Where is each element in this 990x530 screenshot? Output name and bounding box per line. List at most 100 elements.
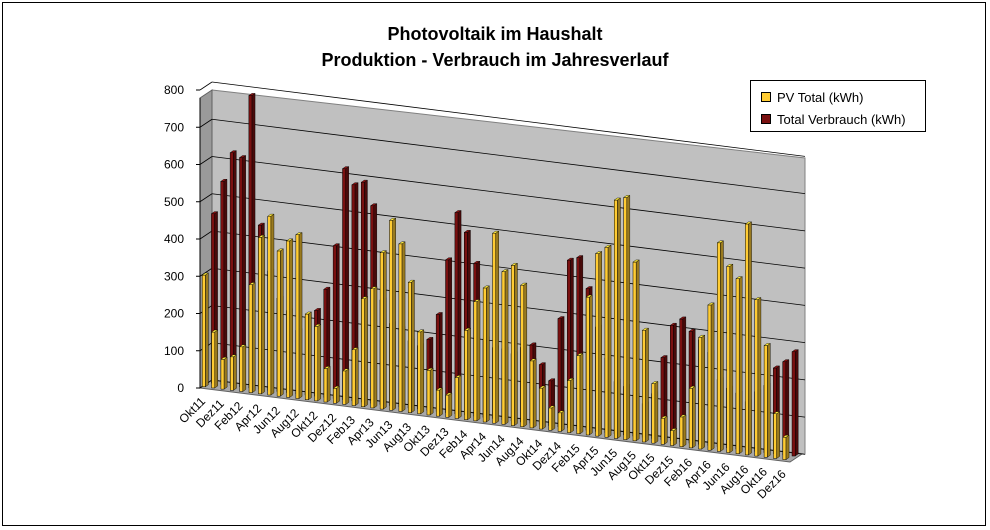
bar-verbrauch-Nov12 (332, 243, 340, 399)
bar-pv-Jul15 (622, 195, 631, 441)
y-tick-label-700: 700 (164, 120, 184, 134)
gridline-400 (211, 230, 806, 306)
gridline-300 (211, 267, 806, 344)
bar-pv-Dez16 (782, 434, 790, 461)
bar-pv-Nov16 (772, 411, 781, 459)
bar-pv-Nov14 (548, 405, 556, 431)
gridline-700 (211, 118, 806, 195)
bar-pv-Mai16 (716, 240, 725, 452)
bar-pv-Mrz16 (697, 334, 706, 450)
legend-swatch-pv (761, 92, 771, 102)
grid-side-700 (199, 118, 213, 128)
bar-verbrauch-Dez16 (791, 349, 799, 457)
y-tick-label-800: 800 (164, 83, 184, 97)
bar-pv-Feb15 (576, 353, 584, 435)
bar-pv-Jan13 (342, 368, 350, 405)
bar-pv-Jan12 (229, 354, 238, 391)
bar-pv-Dez12 (332, 385, 341, 404)
bar-pv-Mrz14 (473, 299, 481, 422)
legend-label-verbrauch: Total Verbrauch (kWh) (777, 111, 906, 127)
bar-pv-Apr15 (594, 251, 603, 437)
gridline-500 (211, 193, 806, 269)
bar-verbrauch-Dez12 (341, 166, 350, 401)
bar-verbrauch-Okt12 (323, 286, 331, 398)
bar-pv-Okt16 (763, 343, 771, 458)
bar-pv-Feb13 (351, 347, 359, 406)
bar-pv-Mai12 (267, 213, 275, 396)
bar-pv-Nov12 (323, 366, 331, 403)
grid-side-600 (199, 156, 213, 165)
chart-subtitle: Produktion - Verbrauch im Jahresverlauf (321, 50, 669, 70)
chart-title: Photovoltaik im Haushalt (387, 24, 603, 44)
bar-pv-Feb12 (239, 344, 247, 392)
bar-pv-Mrz15 (585, 294, 594, 436)
bar-pv-Sep13 (416, 329, 425, 415)
legend-label-pv: PV Total (kWh) (777, 89, 864, 105)
bar-pv-Apr16 (707, 302, 715, 451)
bar-verbrauch-Dez15 (679, 316, 687, 443)
bar-pv-Okt15 (651, 381, 659, 444)
bar-pv-Dez14 (557, 410, 565, 432)
gridline-600 (211, 156, 806, 232)
y-tick-label-400: 400 (164, 232, 184, 246)
bar-pv-Jul13 (398, 241, 406, 412)
bar-pv-Dez15 (669, 428, 678, 446)
bar-pv-Mrz13 (360, 296, 369, 408)
y-tick-label-600: 600 (164, 158, 184, 172)
bar-pv-Jan15 (566, 377, 575, 433)
bar-pv-Okt12 (313, 323, 322, 402)
bar-pv-Jul14 (510, 262, 519, 426)
bar-pv-Aug13 (407, 279, 416, 414)
y-tick-label-0: 0 (177, 381, 184, 395)
bar-pv-Mrz12 (248, 282, 256, 394)
bar-pv-Nov15 (660, 415, 668, 445)
bar-pv-Aug16 (744, 221, 753, 456)
grid-side-500 (199, 193, 213, 203)
bar-pv-Okt13 (426, 367, 434, 416)
bar-pv-Apr12 (257, 234, 266, 395)
gridline-800 (211, 81, 806, 157)
bar-pv-Aug15 (632, 259, 640, 442)
bar-verbrauch-Nov11 (220, 178, 228, 385)
grid-side-400 (199, 230, 213, 240)
bar-pv-Jun13 (388, 217, 397, 411)
bar-pv-Apr14 (482, 285, 490, 423)
y-tick-label-300: 300 (164, 269, 184, 283)
legend-swatch-verbrauch (761, 114, 771, 124)
bar-pv-Jul12 (285, 238, 294, 398)
bar-verbrauch-Nov14 (557, 316, 565, 428)
bar-verbrauch-Dez11 (229, 150, 237, 386)
y-tick-label-100: 100 (164, 344, 184, 358)
bar-pv-Okt11 (201, 272, 210, 388)
bar-pv-Jan16 (679, 414, 687, 448)
bar-pv-Apr13 (370, 286, 378, 409)
chart-legend: PV Total (kWh) Total Verbrauch (kWh) (750, 80, 926, 132)
bar-pv-Nov11 (210, 329, 219, 389)
bar-pv-Jun14 (501, 269, 509, 425)
bar-verbrauch-Nov13 (444, 257, 453, 413)
bar-pv-Feb14 (463, 327, 472, 421)
bar-pv-Dez11 (220, 356, 228, 390)
bar-verbrauch-Nov15 (669, 322, 678, 442)
bar-pv-Aug14 (519, 282, 528, 428)
bar-pv-Jun12 (276, 248, 284, 397)
bar-pv-Mai13 (379, 250, 387, 410)
bar-pv-Dez13 (445, 392, 453, 418)
bar-pv-Sep14 (529, 358, 537, 429)
bar-verbrauch-Okt13 (435, 312, 443, 412)
bar-pv-Mai14 (491, 230, 500, 424)
bar-pv-Feb16 (688, 385, 697, 449)
legend-item-pv: PV Total (kWh) (761, 89, 863, 105)
legend-item-verbrauch: Total Verbrauch (kWh) (761, 111, 906, 127)
bar-pv-Sep16 (754, 297, 762, 457)
bar-pv-Mai15 (604, 244, 612, 438)
bar-pv-Sep15 (641, 327, 650, 443)
bar-pv-Jun16 (726, 263, 734, 453)
y-tick-label-500: 500 (164, 195, 184, 209)
y-tick-label-200: 200 (164, 307, 184, 321)
grid-side-800 (199, 81, 213, 91)
bar-pv-Jun15 (613, 197, 622, 439)
bar-pv-Okt14 (538, 385, 547, 430)
bar-pv-Aug12 (295, 232, 303, 399)
